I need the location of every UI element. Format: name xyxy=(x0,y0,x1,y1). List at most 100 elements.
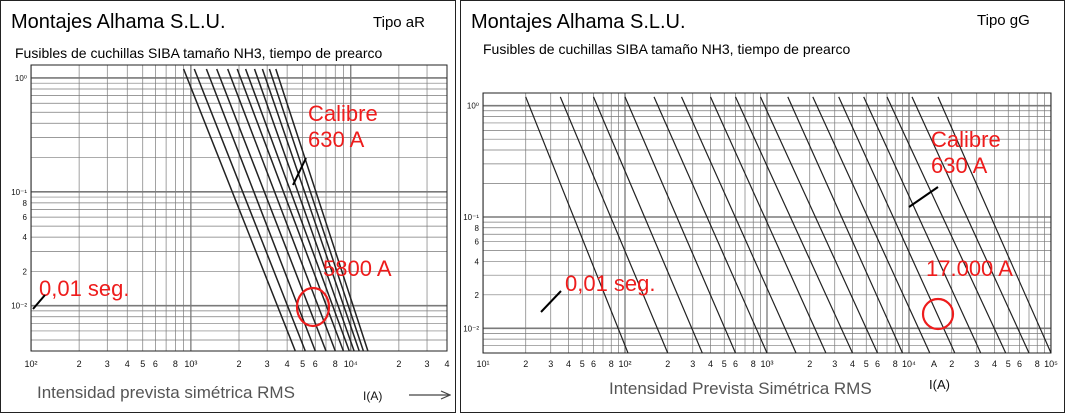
x-tick-label: A xyxy=(931,359,937,369)
rating-annotation-line1: Calibre xyxy=(931,127,1001,152)
current-annotation: 5800 A xyxy=(323,256,392,281)
x-tick-label: 4 xyxy=(708,359,713,369)
fuse-type-label: Tipo aR xyxy=(373,14,425,31)
series-line xyxy=(226,68,337,351)
rating-annotation-line2: 630 A xyxy=(308,127,365,152)
company-title: Montajes Alhama S.L.U. xyxy=(471,11,686,33)
grid-group xyxy=(483,93,1051,353)
x-tick-label: 10⁴ xyxy=(344,359,358,369)
x-axis-label: Intensidad prevista simétrica RMS xyxy=(37,383,295,402)
series-line xyxy=(182,68,296,351)
series-line xyxy=(261,68,360,351)
x-tick-label: 8 xyxy=(333,359,338,369)
x-tick-label: 6 xyxy=(875,359,880,369)
chart-subtitle: Fusibles de cuchillas SIBA tamaño NH3, t… xyxy=(15,45,383,61)
rating-annotation-line1: Calibre xyxy=(308,101,378,126)
x-tick-label: 10⁴ xyxy=(902,359,916,369)
y-tick-label: 10⁻¹ xyxy=(11,188,27,197)
x-tick-label: 4 xyxy=(566,359,571,369)
series-line xyxy=(787,96,904,353)
x-tick-label: 8 xyxy=(751,359,756,369)
x-tick-label: 3 xyxy=(974,359,979,369)
x-tick-label: 6 xyxy=(313,359,318,369)
rating-annotation-line2: 630 A xyxy=(931,153,988,178)
chart-panel-ar: Montajes Alhama S.L.U. Tipo aR Fusibles … xyxy=(0,0,456,413)
y-tick-label: 10⁻² xyxy=(11,302,27,311)
x-tick-label: 10³ xyxy=(760,359,773,369)
x-tick-label: 3 xyxy=(832,359,837,369)
fuse-type-label: Tipo gG xyxy=(977,12,1030,29)
y-tick-label: 4 xyxy=(475,257,480,266)
current-axis-label: I(A) xyxy=(929,377,950,392)
plot-frame xyxy=(30,64,448,352)
series-line xyxy=(193,68,306,351)
chart-svg-ar: 10² 2 3 4 5 6 8 10³ 2 3 4 5 6 8 10⁴ 2 3 410⁰10⁻¹864210⁻²C… xyxy=(11,64,450,369)
x-tick-label: 3 xyxy=(425,359,430,369)
y-tick-label: 8 xyxy=(475,224,480,233)
x-tick-label: 5 xyxy=(580,359,585,369)
series-line xyxy=(886,96,1007,353)
time-pointer xyxy=(540,290,562,313)
x-tick-label: 4 xyxy=(285,359,290,369)
rating-pointer xyxy=(292,157,307,186)
y-tick-label: 8 xyxy=(23,199,28,208)
x-tick-label: 5 xyxy=(140,359,145,369)
series-group xyxy=(182,68,369,351)
series-line xyxy=(759,96,879,353)
x-axis-label: Intensidad Prevista Simétrica RMS xyxy=(609,379,872,398)
x-tick-label: 8 xyxy=(1035,359,1040,369)
x-tick-label: 3 xyxy=(690,359,695,369)
current-highlight-circle xyxy=(295,286,331,328)
x-tick-label: 3 xyxy=(548,359,553,369)
x-tick-label: 4 xyxy=(992,359,997,369)
series-line xyxy=(653,96,768,353)
y-tick-label: 10⁰ xyxy=(467,102,479,111)
series-group xyxy=(525,96,1051,353)
x-tick-label: 2 xyxy=(396,359,401,369)
time-annotation: 0,01 seg. xyxy=(39,276,130,301)
x-tick-label: 6 xyxy=(591,359,596,369)
y-tick-label: 10⁰ xyxy=(15,74,27,83)
series-line xyxy=(709,96,827,353)
x-tick-label: 4 xyxy=(850,359,855,369)
x-tick-label: 3 xyxy=(105,359,110,369)
time-pointer xyxy=(32,294,46,310)
y-tick-label: 2 xyxy=(23,267,28,276)
x-tick-label: 8 xyxy=(893,359,898,369)
x-tick-label: 2 xyxy=(665,359,670,369)
series-line xyxy=(937,96,1051,353)
series-line xyxy=(253,68,355,351)
x-tick-label: 8 xyxy=(173,359,178,369)
grid-group xyxy=(31,65,447,351)
chart-panel-gg: Montajes Alhama S.L.U. Tipo gG Fusibles … xyxy=(460,0,1065,413)
series-line xyxy=(911,96,1030,353)
chart-subtitle: Fusibles de cuchillas SIBA tamaño NH3, t… xyxy=(483,41,851,57)
x-tick-label: 4 xyxy=(125,359,130,369)
series-line xyxy=(236,68,345,351)
company-title: Montajes Alhama S.L.U. xyxy=(11,11,226,33)
x-tick-label: 6 xyxy=(1017,359,1022,369)
x-tick-label: 3 xyxy=(265,359,270,369)
time-annotation: 0,01 seg. xyxy=(565,271,656,296)
x-tick-label: 10¹ xyxy=(476,359,489,369)
series-line xyxy=(812,96,931,353)
current-axis-label: I(A) xyxy=(363,389,383,403)
series-line xyxy=(559,96,669,353)
series-line xyxy=(244,68,351,351)
series-line xyxy=(216,68,327,351)
arrow-right-icon xyxy=(409,390,451,400)
y-tick-label: 6 xyxy=(23,213,28,222)
series-line xyxy=(624,96,737,353)
x-tick-label: 5 xyxy=(864,359,869,369)
series-line xyxy=(863,96,982,353)
x-tick-label: 2 xyxy=(77,359,82,369)
series-line xyxy=(592,96,703,353)
x-tick-label: 10² xyxy=(618,359,631,369)
x-tick-label: 5 xyxy=(300,359,305,369)
current-highlight-circle xyxy=(921,297,955,331)
y-tick-label: 4 xyxy=(23,233,28,242)
x-tick-label: 2 xyxy=(236,359,241,369)
current-annotation: 17.000 A xyxy=(926,256,1013,281)
x-tick-label: 10² xyxy=(24,359,37,369)
chart-svg-gg: 10¹ 2 3 4 5 6 8 10² 2 3 4 5 6 8 10³ 2 3 4 5 6 8 10⁴ A 2 3 4 5 6 8 10⁵… xyxy=(463,92,1058,369)
